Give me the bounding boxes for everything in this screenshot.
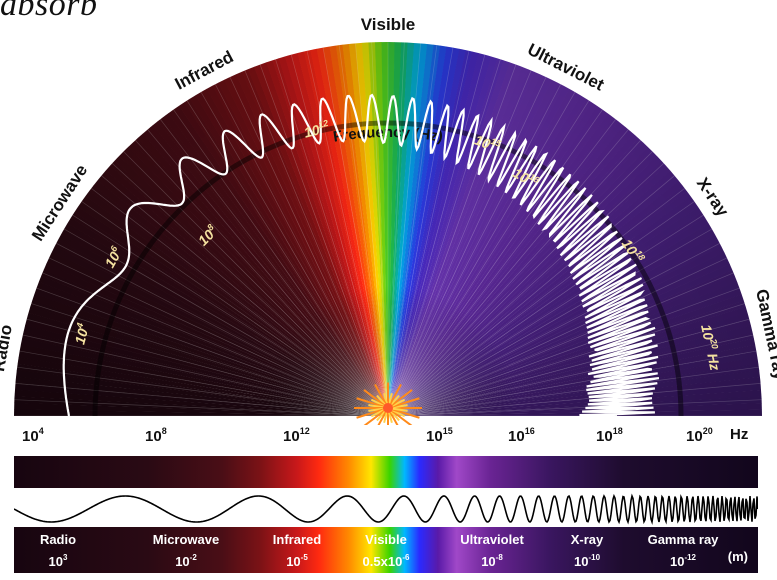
axis-tick: 108 [145,426,167,445]
axis-tick: 1020 [686,426,713,445]
axis-tick: 104 [22,426,44,445]
axis-tick: 1015 [426,426,453,445]
frequency-mark: 1015 [472,131,503,156]
axis-tick: 1012 [283,426,310,445]
spectrum-wave-curve [62,93,660,418]
band-cell-ultraviolet: Ultraviolet 10-8 [460,532,524,569]
frequency-mark: 108 [194,222,221,249]
band-label-radio: Radio [0,323,16,373]
axis-tick: 1018 [596,426,623,445]
band-cell-visible: Visible 0.5x10-6 [362,532,410,569]
band-cell-xray: X-ray 10-10 [570,532,604,569]
wavelength-label-bar: Radio 103 Microwave 10-2 Infrared 10-5 Visi… [14,527,758,573]
wavelength-unit: (m) [727,549,748,564]
wavelength-wave [14,493,758,525]
axis-unit: Hz [730,426,749,443]
band-label-visible: Visible [361,15,416,34]
spectrum-color-bar [14,456,758,488]
frequency-axis: 104 108 1012 1015 1016 1018 1020 Hz [0,426,777,452]
band-cell-radio: Radio 103 [39,532,77,569]
frequency-mark: 106 [101,243,127,270]
axis-tick: 1016 [508,426,535,445]
corner-text: absorb [0,0,98,23]
band-cell-microwave: Microwave 10-2 [152,532,220,569]
light-source-burst [354,382,422,425]
band-cell-infrared: Infrared 10-5 [272,532,322,569]
frequency-mark: 1018 [619,235,647,266]
frequency-mark: 104 [70,322,92,346]
spectrum-fan: Frequency (Hz) RadioMicrowaveInfraredVis… [0,15,777,425]
band-cell-gamma: Gamma ray 10-12 [647,532,719,569]
frequency-mark: 1020 Hz [698,323,724,372]
frequency-mark: 1012 [302,118,331,141]
